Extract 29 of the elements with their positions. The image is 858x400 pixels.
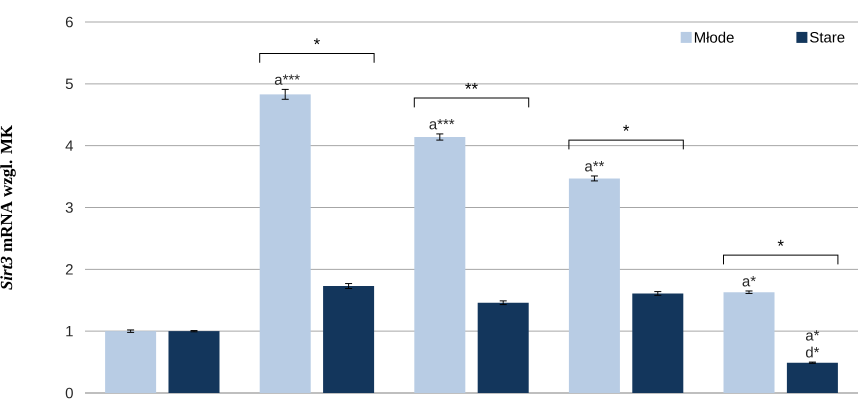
bar: [568, 178, 620, 393]
data-label: a*: [742, 276, 756, 286]
bar: [786, 362, 838, 393]
y-tick-label: 3: [66, 202, 73, 213]
annotation: *: [623, 124, 630, 131]
bar: [168, 331, 220, 393]
bar: [323, 286, 374, 393]
y-tick-label: 2: [66, 264, 73, 275]
annotation: **: [465, 82, 478, 89]
y-tick-label: 1: [66, 326, 73, 336]
bar: [414, 137, 466, 393]
y-axis-title: Sirt3 mRNA wzgl. MK: [0, 125, 16, 290]
data-label: a***: [274, 74, 300, 85]
data-label: a**: [585, 161, 604, 172]
y-tick-label: 4: [66, 140, 74, 151]
data-label: a* d*: [806, 330, 820, 358]
bar: [724, 292, 775, 393]
bar: [105, 331, 156, 393]
bar: [260, 94, 311, 393]
bar: [478, 302, 529, 393]
annotation: *: [778, 240, 784, 246]
annotation: *: [314, 38, 320, 44]
legend-label: Stare: [810, 32, 844, 43]
y-tick-label: 0: [66, 388, 73, 398]
bar: [632, 293, 684, 393]
y-tick-label: 6: [66, 16, 73, 28]
y-tick-label: 5: [66, 78, 73, 90]
data-label: a***: [429, 118, 454, 130]
legend-label: Młode: [694, 32, 734, 43]
